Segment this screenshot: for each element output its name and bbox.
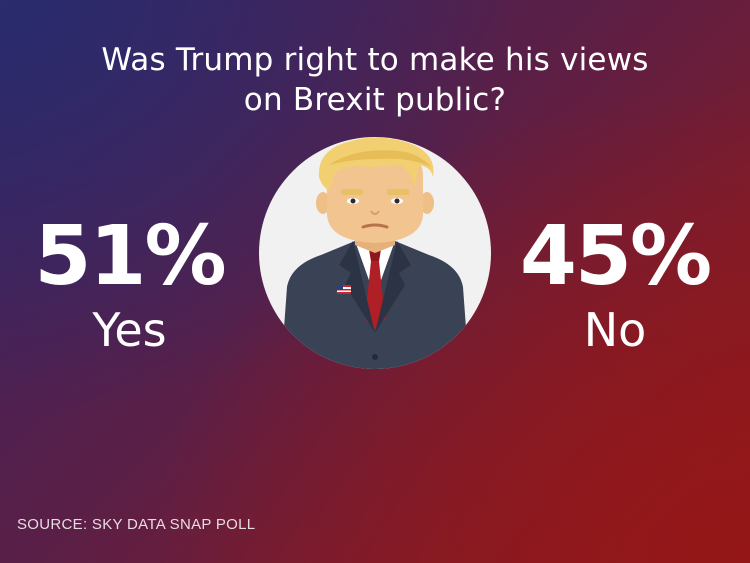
chart-title: Was Trump right to make his views on Bre…	[0, 40, 750, 120]
category-label-yes: Yes	[92, 303, 167, 357]
chart-title-line-1: Was Trump right to make his views	[101, 42, 649, 78]
trump-portrait-icon	[259, 137, 491, 369]
lapel-right	[375, 241, 411, 333]
face	[327, 157, 423, 243]
data-label-no: 45%	[519, 209, 712, 304]
flag-pin-icon	[337, 285, 351, 294]
hair	[318, 137, 434, 191]
lapel-left	[339, 241, 375, 333]
category-label-no: No	[583, 303, 647, 357]
tie	[365, 249, 385, 329]
stat-no: 45% No	[505, 212, 725, 358]
data-label-yes: 51%	[34, 209, 226, 304]
chart-title-line-2: on Brexit public?	[243, 82, 507, 118]
stat-yes: 51% Yes	[22, 212, 237, 358]
source-note: SOURCE: SKY DATA SNAP POLL	[17, 516, 256, 533]
